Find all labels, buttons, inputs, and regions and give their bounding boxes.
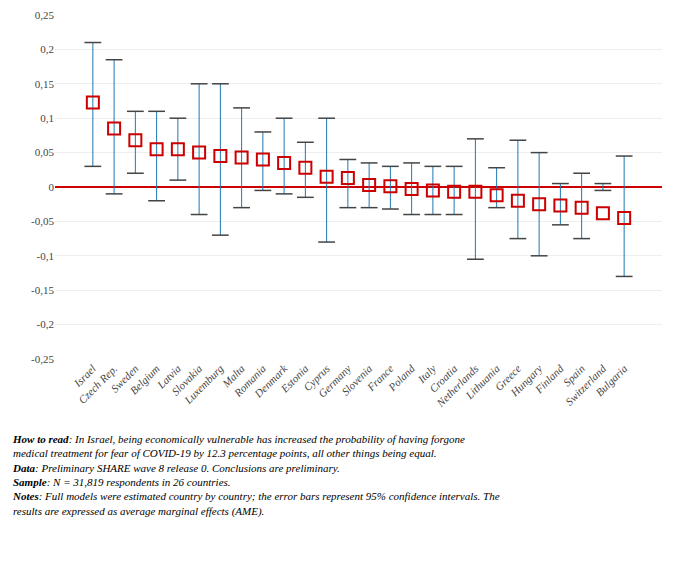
svg-text:Slovenia: Slovenia	[339, 362, 375, 398]
svg-text:Switzerland: Switzerland	[563, 362, 609, 408]
svg-text:Germany: Germany	[316, 362, 354, 400]
svg-text:0: 0	[49, 181, 55, 193]
svg-text:Croatia: Croatia	[427, 362, 460, 395]
svg-text:Denmark: Denmark	[251, 362, 290, 401]
svg-text:Finland: Finland	[532, 362, 566, 396]
svg-text:-0,1: -0,1	[37, 250, 54, 262]
svg-text:0,2: 0,2	[40, 43, 54, 55]
svg-text:-0,2: -0,2	[37, 318, 54, 330]
svg-text:Latvia: Latvia	[154, 362, 183, 391]
svg-text:Hungary: Hungary	[508, 362, 545, 399]
svg-text:Lithuania: Lithuania	[462, 362, 502, 402]
svg-text:Romania: Romania	[231, 362, 269, 400]
svg-text:Netherlands: Netherlands	[433, 362, 480, 409]
svg-text:Israel: Israel	[71, 362, 98, 389]
svg-text:Italy: Italy	[415, 362, 439, 386]
svg-text:Sweden: Sweden	[108, 362, 141, 395]
svg-text:-0,05: -0,05	[31, 215, 54, 227]
svg-text:How to read: In Israel, being: How to read: In Israel, being economical…	[12, 433, 500, 518]
svg-text:France: France	[364, 362, 396, 394]
svg-text:Slovakia: Slovakia	[169, 362, 205, 398]
svg-text:0,1: 0,1	[40, 112, 54, 124]
svg-text:Greece: Greece	[493, 362, 524, 393]
svg-text:Bulgaria: Bulgaria	[593, 362, 629, 398]
svg-text:-0,15: -0,15	[31, 284, 54, 296]
svg-text:Spain: Spain	[561, 362, 588, 389]
svg-text:Cyprus: Cyprus	[301, 362, 332, 393]
svg-text:Malta: Malta	[219, 362, 247, 390]
svg-text:Belgium: Belgium	[127, 362, 161, 396]
svg-text:Poland: Poland	[385, 362, 417, 394]
svg-text:Estonia: Estonia	[278, 362, 311, 395]
svg-text:0,25: 0,25	[35, 9, 55, 21]
svg-text:0,05: 0,05	[35, 146, 55, 158]
svg-text:Luxemburg: Luxemburg	[181, 362, 226, 407]
svg-text:-0,25: -0,25	[31, 353, 54, 365]
svg-text:Czech Rep.: Czech Rep.	[76, 362, 119, 405]
svg-text:0,15: 0,15	[35, 78, 55, 90]
